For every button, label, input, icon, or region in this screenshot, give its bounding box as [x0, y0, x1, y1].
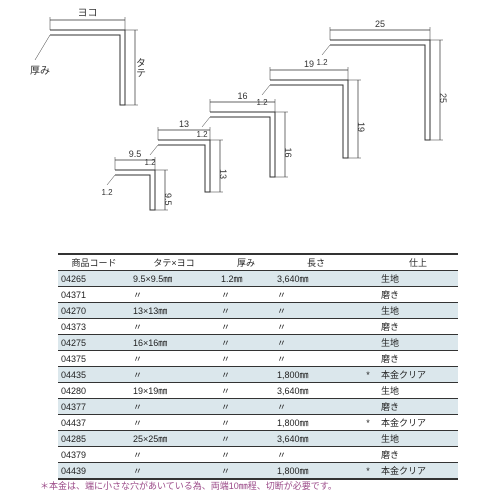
table-row: 04435〃〃1,800㎜*本金クリア [58, 367, 458, 383]
svg-text:19: 19 [356, 122, 366, 132]
svg-text:9.5: 9.5 [129, 149, 142, 159]
table-row: 04437〃〃1,800㎜*本金クリア [58, 415, 458, 431]
col-finish: 仕上 [378, 254, 458, 271]
svg-text:1.2: 1.2 [256, 98, 268, 107]
angle-diagram: ヨコタテ厚み9.59.51.213131.216161.219191.22525… [0, 0, 500, 250]
svg-text:タテ: タテ [134, 57, 146, 77]
svg-text:16: 16 [283, 148, 293, 158]
svg-text:25: 25 [375, 19, 385, 29]
table-row: 0427516×16㎜〃〃生地 [58, 335, 458, 351]
svg-text:13: 13 [218, 169, 228, 179]
table-row: 0427013×13㎜〃〃生地 [58, 303, 458, 319]
spec-table: 商品コードタテ×ヨコ厚み長さ 仕上042659.5×9.5㎜1.2㎜3,640㎜生… [58, 253, 458, 480]
table-row: 04379〃〃〃磨き [58, 447, 458, 463]
table-row: 04375〃〃〃磨き [58, 351, 458, 367]
spec-table-wrap: 商品コードタテ×ヨコ厚み長さ 仕上042659.5×9.5㎜1.2㎜3,640㎜生… [58, 253, 458, 480]
col-code: 商品コード [58, 254, 130, 271]
svg-text:ヨコ: ヨコ [78, 8, 98, 19]
svg-text:9.5: 9.5 [163, 193, 173, 206]
table-row: 0428525×25㎜〃3,640㎜生地 [58, 431, 458, 447]
table-row: 04439〃〃1,800㎜*本金クリア [58, 463, 458, 480]
col-mark [358, 254, 378, 271]
col-len: 長さ [274, 254, 358, 271]
col-txh: タテ×ヨコ [130, 254, 218, 271]
svg-text:25: 25 [438, 93, 448, 103]
svg-text:16: 16 [237, 91, 247, 101]
col-thick: 厚み [218, 254, 274, 271]
table-row: 042659.5×9.5㎜1.2㎜3,640㎜生地 [58, 271, 458, 287]
table-row: 04373〃〃〃磨き [58, 319, 458, 335]
svg-text:19: 19 [304, 59, 314, 69]
table-row: 04377〃〃〃磨き [58, 399, 458, 415]
table-row: 0428019×19㎜〃3,640㎜生地 [58, 383, 458, 399]
svg-text:1.2: 1.2 [196, 130, 208, 139]
svg-text:1.2: 1.2 [101, 188, 113, 197]
svg-text:1.2: 1.2 [144, 158, 156, 167]
footnote: ＊本金は、端に小さな穴があいている為、両端10㎜程、切断が必要です。 [40, 479, 337, 492]
svg-text:厚み: 厚み [30, 65, 50, 77]
svg-text:13: 13 [179, 119, 189, 129]
svg-text:1.2: 1.2 [316, 58, 328, 67]
table-row: 04371〃〃〃磨き [58, 287, 458, 303]
